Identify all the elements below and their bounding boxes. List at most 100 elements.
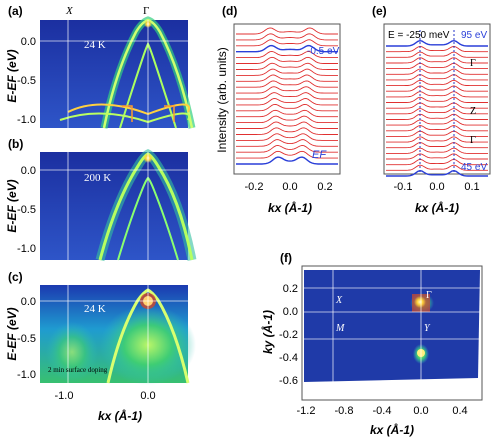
panel-b-temperature: 200 K <box>84 172 111 184</box>
spectrum-curve <box>236 33 338 41</box>
panel-e-energy-note: E = -250 meV <box>388 30 450 41</box>
spectrum-curve <box>386 57 488 64</box>
panel-e: (e) E = -250 meV 95 eV Γ Z Γ 45 eV -0.1 … <box>372 4 491 215</box>
panel-f-kx-tick-0: -1.2 <box>297 405 316 417</box>
panel-c-tick-0: 0.0 <box>21 296 36 308</box>
panel-f-point-y: Y <box>424 323 431 334</box>
panel-a: (a) 24 K X Γ 0.0 -0.5 -1.0 E-EF (eV) <box>5 4 196 129</box>
panel-d-top-curve-label: -0.5 eV <box>307 46 340 57</box>
spectrum-curve <box>386 119 488 126</box>
spectrum-curve <box>386 147 488 154</box>
panel-a-tick-1: -0.5 <box>17 75 36 87</box>
panel-e-frame <box>383 23 491 175</box>
spectrum-curve <box>236 109 338 118</box>
spectrum-curve <box>386 85 488 92</box>
panel-e-kx-axis-label: kx (Å-1) <box>415 201 459 215</box>
panel-f-label: (f) <box>280 251 292 265</box>
spectrum-curve <box>386 164 488 171</box>
spectrum-curve <box>236 50 338 59</box>
panel-d-label: (d) <box>222 4 237 18</box>
spectrum-curve <box>386 79 488 87</box>
panel-e-curves <box>386 39 488 177</box>
panel-e-hv-top: 95 eV <box>461 30 487 41</box>
panel-c-label: (c) <box>8 270 23 284</box>
spectrum-curve <box>386 51 488 58</box>
panel-c: (c) 24 K 2 min surface doping 0.0 -0.5 -… <box>5 270 196 423</box>
spectrum-curve <box>236 127 338 135</box>
panel-d-intensity-axis-label: Intensity (arb. units) <box>215 47 229 152</box>
panel-e-label: (e) <box>372 4 387 18</box>
spectrum-curve <box>386 96 488 103</box>
spectrum-curve <box>236 86 338 94</box>
panel-b-tick-0: 0.0 <box>21 165 36 177</box>
spectrum-curve <box>386 125 488 132</box>
spectrum-curve <box>386 62 488 70</box>
panel-f-ky-tick-1: 0.0 <box>283 306 298 318</box>
panel-a-x-point-label: X <box>65 5 74 17</box>
panel-f-ky-axis-label: ky (Å-1) <box>261 310 275 354</box>
spectrum-curve <box>386 91 488 98</box>
panel-f-ky-tick-0: 0.2 <box>283 283 298 295</box>
panel-d-tick-1: 0.0 <box>282 181 297 193</box>
spectrum-curve <box>386 68 488 75</box>
panel-f-point-x: X <box>335 295 343 306</box>
panel-d-tick-0: -0.2 <box>245 181 264 193</box>
spectrum-curve <box>236 139 338 147</box>
spectrum-curve <box>386 142 488 149</box>
panel-f-point-gamma: Γ <box>426 290 432 301</box>
spectrum-curve <box>386 102 488 109</box>
panel-c-temperature: 24 K <box>84 303 106 315</box>
panel-f-kx-axis-label: kx (Å-1) <box>370 423 414 437</box>
panel-e-hv-bottom: 45 eV <box>461 162 487 173</box>
panel-c-tick-1: -0.5 <box>17 333 36 345</box>
spectrum-curve <box>236 80 338 88</box>
spectrum-curve <box>386 153 488 160</box>
panel-a-temperature: 24 K <box>84 39 106 51</box>
spectrum-curve <box>236 39 338 47</box>
panel-d-curves <box>236 27 338 165</box>
panel-f-point-m: M <box>335 323 345 334</box>
panel-c-kx-tick-1: 0.0 <box>140 390 155 402</box>
panel-b-energy-axis-label: E-EF (eV) <box>5 179 19 232</box>
panel-f-map <box>304 270 480 382</box>
panel-e-tick-2: 0.1 <box>464 181 479 193</box>
spectrum-curve <box>386 39 488 47</box>
panel-f-kx-tick-4: 0.4 <box>452 405 467 417</box>
panel-b-tick-1: -0.5 <box>17 204 36 216</box>
panel-f-kx-tick-3: 0.0 <box>413 405 428 417</box>
panel-d-frame <box>233 23 341 175</box>
spectrum-curve <box>386 130 488 137</box>
panel-e-tick-0: -0.1 <box>394 181 413 193</box>
spectrum-curve <box>236 156 338 165</box>
spectrum-curve <box>236 103 338 112</box>
panel-d-ef-label: EF <box>312 149 327 161</box>
panel-e-point-1: Z <box>470 106 476 117</box>
panel-f-ky-tick-2: -0.2 <box>279 329 298 341</box>
panel-a-tick-0: 0.0 <box>21 36 36 48</box>
spectrum-curve <box>236 44 338 53</box>
panel-d-kx-axis-label: kx (Å-1) <box>268 201 312 215</box>
panel-a-energy-axis-label: E-EF (eV) <box>5 49 19 102</box>
panel-c-energy-axis-label: E-EF (eV) <box>5 307 19 360</box>
spectrum-curve <box>236 98 338 106</box>
spectrum-curve <box>386 45 488 53</box>
spectrum-curve <box>236 121 338 129</box>
spectrum-curve <box>386 74 488 81</box>
spectrum-curve <box>236 92 338 100</box>
panel-f-kx-tick-1: -0.8 <box>335 405 354 417</box>
spectrum-curve <box>236 133 338 141</box>
panel-b: (b) 200 K 0.0 -0.5 -1.0 E-EF (eV) <box>5 137 197 262</box>
spectrum-curve <box>386 108 488 115</box>
panel-d: (d) -0.5 eV EF -0.2 0.0 0.2 kx (Å-1) Int… <box>215 4 341 215</box>
panel-a-tick-2: -1.0 <box>17 114 36 126</box>
panel-c-doping-note: 2 min surface doping <box>48 366 108 374</box>
panel-c-kx-tick-0: -1.0 <box>55 390 74 402</box>
panel-f-ky-tick-4: -0.6 <box>279 375 298 387</box>
spectrum-curve <box>386 136 488 143</box>
spectrum-curve <box>236 62 338 70</box>
panel-a-label: (a) <box>8 4 23 18</box>
spectrum-curve <box>236 150 338 159</box>
spectrum-curve <box>386 113 488 120</box>
spectrum-curve <box>386 158 488 166</box>
